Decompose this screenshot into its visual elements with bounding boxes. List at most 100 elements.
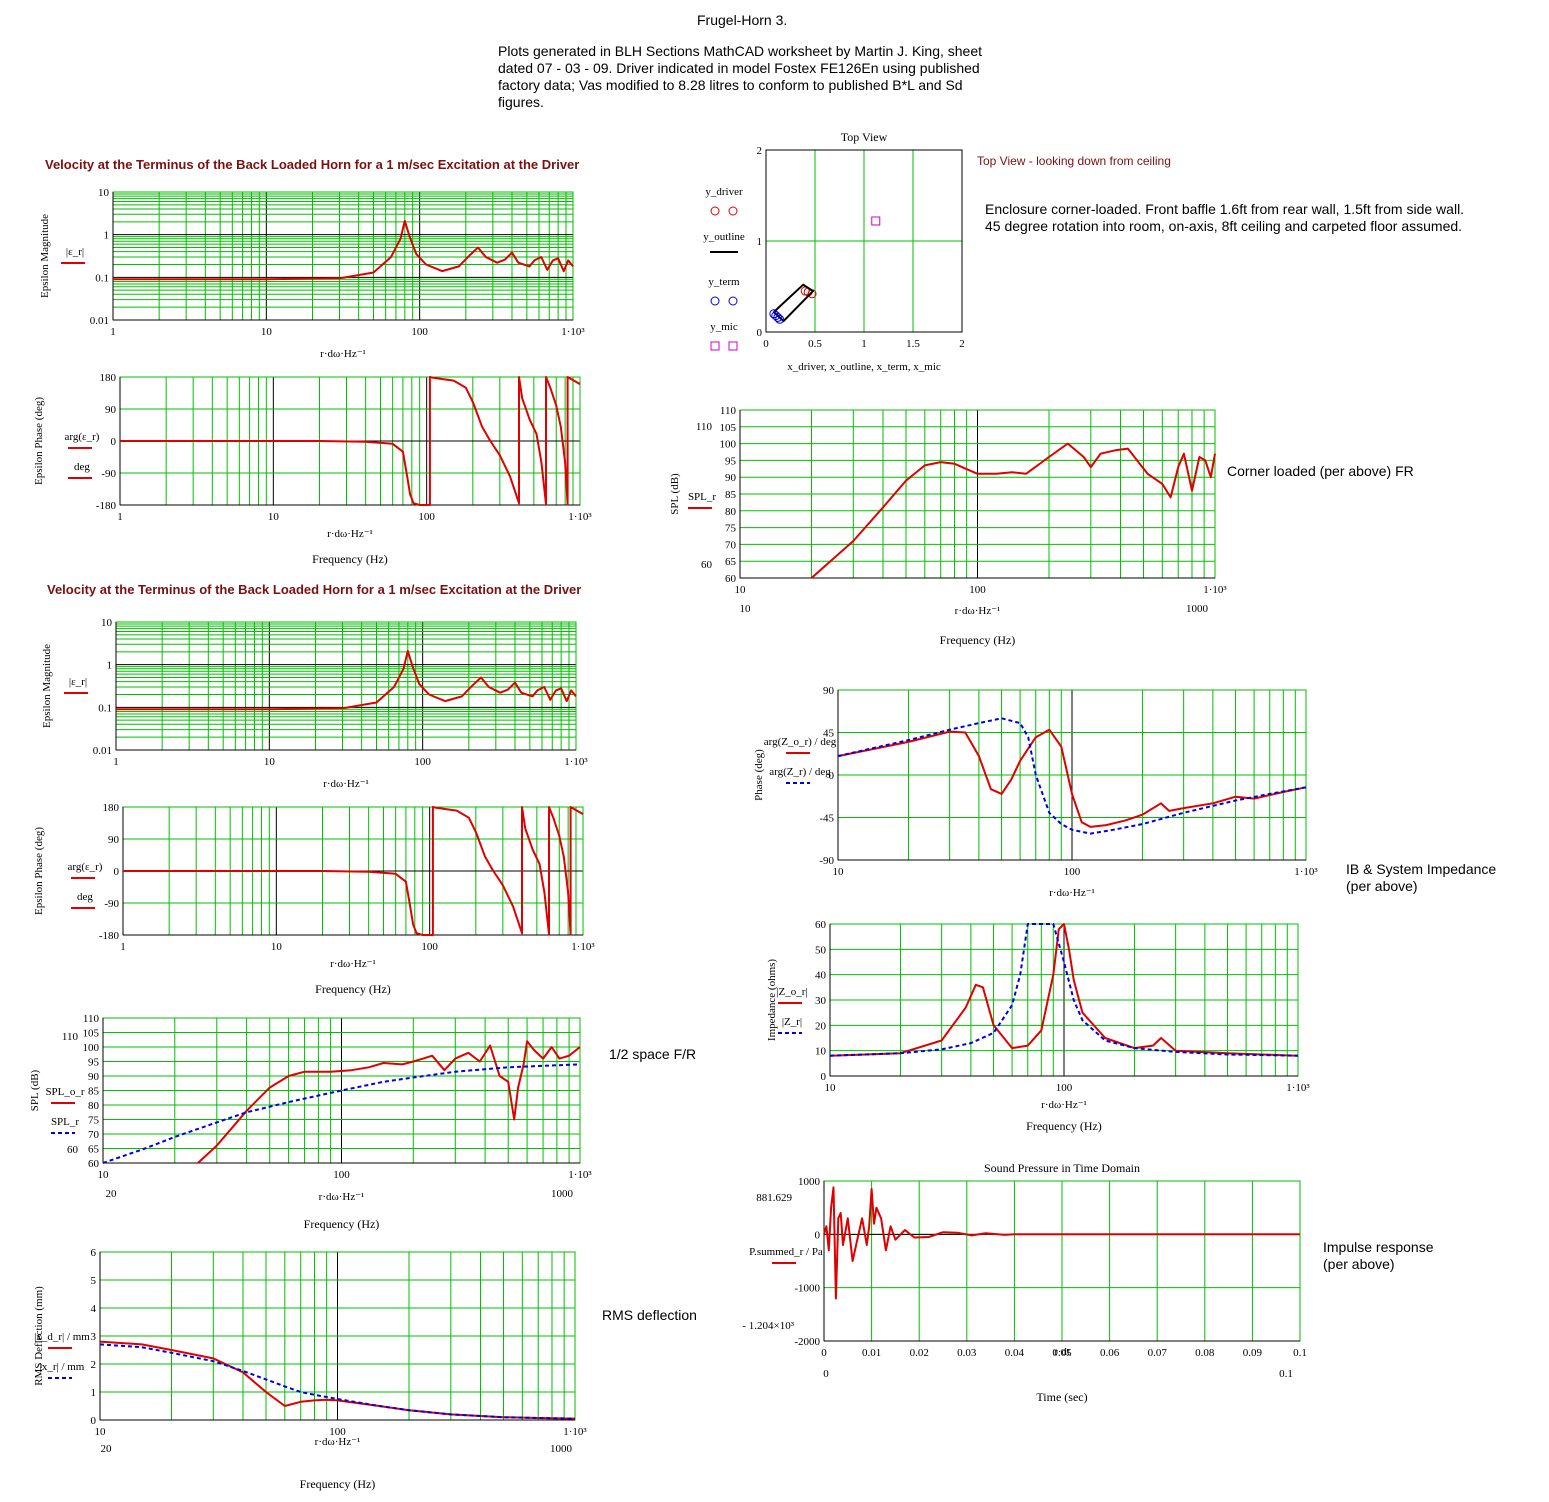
- y-tick-label: 0: [114, 866, 120, 878]
- legend-marker: [728, 206, 738, 216]
- legend-label: P.summed_r / Pa: [749, 1246, 823, 1258]
- x-tick-label: 0.04: [1005, 1347, 1025, 1359]
- y-axis-label: SPL (dB): [29, 1069, 41, 1111]
- y-tick-label: 1: [107, 660, 113, 672]
- x-tick-label: 10: [95, 1426, 107, 1438]
- legend-label: SPL_r: [688, 491, 716, 503]
- y-tick-label: 90: [108, 834, 120, 846]
- series-line-red: [120, 376, 581, 506]
- x-axis-title: Frequency (Hz): [315, 982, 391, 996]
- x-tick-label: 10: [271, 941, 283, 953]
- x-tick-label: 10: [261, 326, 273, 338]
- y-tick-label: 60: [725, 573, 737, 585]
- x-tick-label: 1.5: [906, 338, 920, 350]
- y-axis-label: Epsilon Magnitude: [41, 644, 53, 728]
- y-tick-label: 75: [88, 1115, 100, 1127]
- extra-label: 0: [823, 1368, 829, 1380]
- y-tick-label: -90: [101, 468, 116, 480]
- y-tick-label: -90: [819, 855, 834, 867]
- legend-label: arg(ε_r): [68, 861, 103, 873]
- y-axis-label: Phase (deg): [753, 749, 765, 801]
- x-tick-label: 100: [414, 756, 431, 768]
- y-tick-label: 95: [88, 1057, 100, 1069]
- x-tick-label: 1·10³: [563, 1426, 587, 1438]
- x-tick-label: 0.05: [1052, 1347, 1072, 1359]
- y-tick-label: 75: [725, 523, 737, 535]
- legend-label: SPL_r: [51, 1116, 79, 1128]
- legend-label: |Z_r|: [782, 1016, 802, 1028]
- x-axis-label: r·dω·Hz⁻¹: [327, 528, 373, 540]
- x-tick-label: 100: [411, 326, 428, 338]
- x-tick-label: 100: [418, 511, 435, 523]
- legend-marker: [728, 296, 738, 306]
- x-tick-label: 100: [1064, 866, 1081, 878]
- data-point: [871, 216, 881, 226]
- x-axis-title: Frequency (Hz): [312, 552, 388, 566]
- x-tick-label: 0.01: [862, 1347, 881, 1359]
- y-tick-label: 90: [823, 685, 835, 697]
- legend-label: y_outline: [703, 231, 745, 243]
- y-tick-label: 105: [83, 1028, 100, 1040]
- extra-label: 20: [101, 1443, 113, 1455]
- y-tick-label: -45: [819, 813, 834, 825]
- x-tick-label: 100: [333, 1169, 350, 1181]
- legend-marker: [710, 296, 720, 306]
- y-tick-label: 5: [91, 1275, 97, 1287]
- data-point: [773, 312, 783, 322]
- extra-label: 60: [701, 559, 713, 571]
- x-tick-label: 1: [117, 511, 123, 523]
- extra-label: 1000: [1186, 603, 1209, 615]
- x-tick-label: 0.06: [1100, 1347, 1120, 1359]
- data-point: [775, 314, 785, 324]
- legend-label: |ε_r|: [66, 246, 84, 258]
- extra-label: 1000: [550, 1443, 573, 1455]
- x-axis-title: Frequency (Hz): [1026, 1119, 1102, 1133]
- y-tick-label: 100: [83, 1042, 100, 1054]
- y-tick-label: 2: [757, 145, 763, 157]
- y-tick-label: 0.1: [98, 702, 112, 714]
- topview-note: Top View - looking down from ceiling: [977, 154, 1171, 168]
- x-tick-label: 10: [264, 756, 276, 768]
- extra-label: 110: [696, 421, 713, 433]
- x-tick-label: 0: [763, 338, 769, 350]
- x-tick-label: 100: [329, 1426, 346, 1438]
- extra-label: 881.629: [756, 1192, 792, 1204]
- page-description: Plots generated in BLH Sections MathCAD …: [498, 43, 983, 110]
- x-tick-label: 1·10³: [571, 941, 595, 953]
- extra-label: - 1.204×10³: [742, 1320, 794, 1332]
- extra-label: 110: [62, 1031, 79, 1043]
- y-tick-label: 40: [815, 970, 827, 982]
- y-tick-label: -180: [99, 930, 120, 942]
- y-tick-label: 90: [88, 1071, 100, 1083]
- y-tick-label: 0: [91, 1415, 97, 1427]
- y-tick-label: 6: [91, 1247, 97, 1259]
- half-space-note: 1/2 space F/R: [609, 1046, 697, 1062]
- x-tick-label: 1: [861, 338, 867, 350]
- y-tick-label: 0.1: [95, 272, 109, 284]
- y-tick-label: 3: [91, 1331, 97, 1343]
- page-title: Frugel-Horn 3.: [697, 12, 788, 28]
- rms-note: RMS deflection: [602, 1307, 697, 1323]
- y-tick-label: 0.01: [90, 315, 109, 327]
- legend-label: SPL_o_r: [45, 1086, 84, 1098]
- y-tick-label: -180: [96, 500, 117, 512]
- x-tick-label: 0.03: [957, 1347, 977, 1359]
- x-tick-label: 1: [120, 941, 126, 953]
- legend-label: y_driver: [705, 186, 743, 198]
- x-tick-label: 100: [421, 941, 438, 953]
- plot-frame: [112, 191, 574, 321]
- y-tick-label: 65: [725, 556, 737, 568]
- y-tick-label: 60: [815, 919, 827, 931]
- legend-label: |Z_o_r|: [776, 986, 807, 998]
- y-tick-label: 70: [725, 539, 737, 551]
- x-axis-title: Frequency (Hz): [940, 633, 1016, 647]
- x-tick-label: 2: [959, 338, 965, 350]
- y-tick-label: 100: [720, 439, 737, 451]
- x-tick-label: 0.5: [808, 338, 822, 350]
- y-tick-label: 90: [725, 472, 737, 484]
- plot-frame: [115, 621, 577, 751]
